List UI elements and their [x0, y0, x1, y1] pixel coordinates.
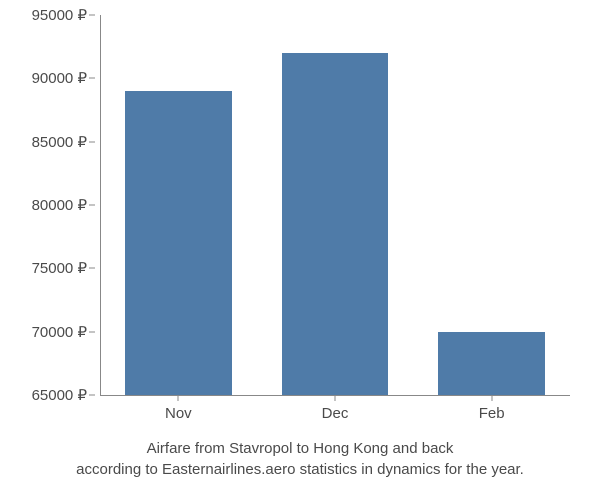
y-tick-mark — [89, 268, 95, 269]
x-tick-label: Nov — [165, 405, 192, 422]
bar — [125, 91, 232, 395]
x-axis: Nov Dec Feb — [100, 395, 570, 425]
y-tick-mark — [89, 15, 95, 16]
caption-line-2: according to Easternairlines.aero statis… — [20, 459, 580, 480]
x-tick-mark — [178, 395, 179, 401]
y-tick-mark — [89, 141, 95, 142]
x-tick-label: Feb — [479, 405, 505, 422]
y-tick-mark — [89, 78, 95, 79]
plot-area — [100, 15, 570, 395]
y-tick-label: 70000 ₽ — [32, 323, 87, 341]
y-tick-label: 65000 ₽ — [32, 386, 87, 404]
x-tick-label: Dec — [322, 405, 349, 422]
y-axis: 65000 ₽70000 ₽75000 ₽80000 ₽85000 ₽90000… — [0, 15, 95, 395]
y-tick-mark — [89, 395, 95, 396]
y-tick-label: 85000 ₽ — [32, 133, 87, 151]
bar — [438, 332, 545, 395]
chart-caption: Airfare from Stavropol to Hong Kong and … — [0, 438, 600, 480]
y-tick-label: 95000 ₽ — [32, 6, 87, 24]
x-tick-mark — [335, 395, 336, 401]
airfare-chart: 65000 ₽ 70000 ₽ 75000 ₽ 80000 ₽ 85000 ₽ 90000… — [0, 0, 600, 500]
bar — [282, 53, 389, 395]
x-tick-mark — [491, 395, 492, 401]
y-tick-label: 75000 ₽ — [32, 259, 87, 277]
caption-line-1: Airfare from Stavropol to Hong Kong and … — [20, 438, 580, 459]
y-tick-mark — [89, 331, 95, 332]
y-tick-mark — [89, 205, 95, 206]
y-tick-label: 90000 ₽ — [32, 69, 87, 87]
y-tick-label: 80000 ₽ — [32, 196, 87, 214]
